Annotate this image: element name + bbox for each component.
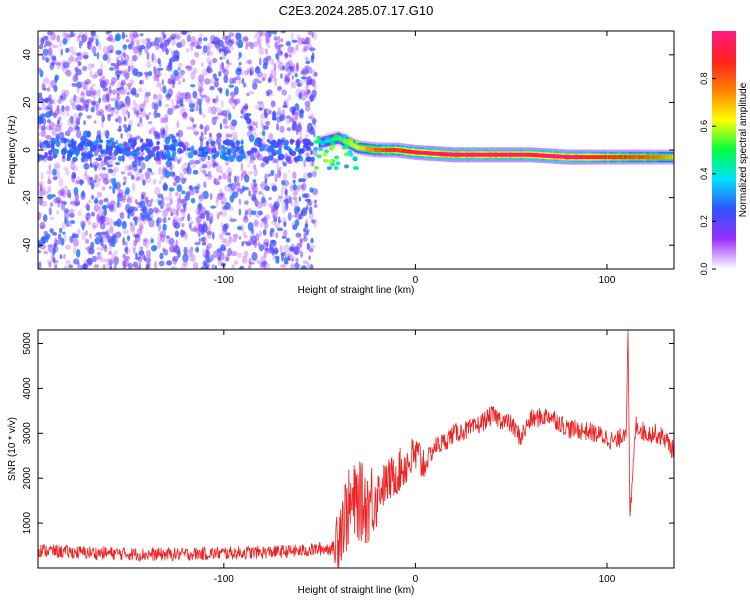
spectrogram-ytick-label: 40 [22, 49, 33, 61]
snr-ytick-label: 5000 [22, 332, 33, 355]
spectrogram-panel: -100 0 100 -40 -20 0 20 40 Height of straight l… [7, 30, 675, 296]
snr-xtick-label: 100 [599, 574, 616, 585]
snr-ylabel: SNR (10 * v/v) [7, 417, 18, 481]
colorbar-axes: 0.0 0.2 0.4 0.6 0.8 [699, 72, 716, 275]
snr-xlabel: Height of straight line (km) [298, 585, 415, 596]
spectrogram-ytick-label: -20 [22, 190, 33, 205]
snr-ytick-label: 4000 [22, 377, 33, 400]
colorbar: 0.0 0.2 0.4 0.6 0.8 Normalized spectral ampl… [699, 31, 749, 275]
spectrogram-xtick-label: -100 [214, 275, 234, 286]
spectrogram-area [38, 31, 674, 269]
snr-frame [37, 329, 675, 569]
snr-xtick-label: -100 [214, 574, 234, 585]
spectrogram-ylabel: Frequency (Hz) [7, 116, 18, 185]
spectrogram-ytick-label: -40 [22, 238, 33, 253]
colorbar-tick-label: 0.4 [699, 168, 709, 181]
snr-ytick-label: 1000 [22, 512, 33, 535]
colorbar-label: Normalized spectral amplitude [738, 82, 749, 217]
snr-axes: -100 0 100 1000 2000 3000 4000 5000 [22, 330, 674, 585]
snr-ytick-label: 2000 [22, 467, 33, 490]
spectrogram-ytick-label: 0 [22, 147, 33, 153]
spectrogram-xtick-label: 0 [413, 275, 419, 286]
colorbar-tick-label: 0.2 [699, 215, 709, 228]
snr-ytick-label: 3000 [22, 422, 33, 445]
colorbar-tick-label: 0.6 [699, 120, 709, 133]
figure-title: C2E3.2024.285.07.17.G10 [279, 3, 434, 18]
colorbar-tick-label: 0.0 [699, 263, 709, 276]
snr-line [38, 330, 674, 568]
spectrogram-ytick-label: 20 [22, 96, 33, 108]
spectrogram-xtick-label: 100 [599, 275, 616, 286]
spectrogram-axes: -100 0 100 -40 -20 0 20 40 [22, 31, 674, 286]
colorbar-gradient [712, 31, 736, 269]
spectrogram-signal [313, 130, 674, 171]
colorbar-tick-label: 0.8 [699, 72, 709, 85]
spectrogram-xlabel: Height of straight line (km) [298, 285, 415, 296]
snr-plot-area [38, 330, 674, 568]
snr-xtick-label: 0 [413, 574, 419, 585]
spectrogram-noise [38, 31, 319, 269]
snr-panel: -100 0 100 1000 2000 3000 4000 5000 Height of s… [7, 329, 675, 596]
